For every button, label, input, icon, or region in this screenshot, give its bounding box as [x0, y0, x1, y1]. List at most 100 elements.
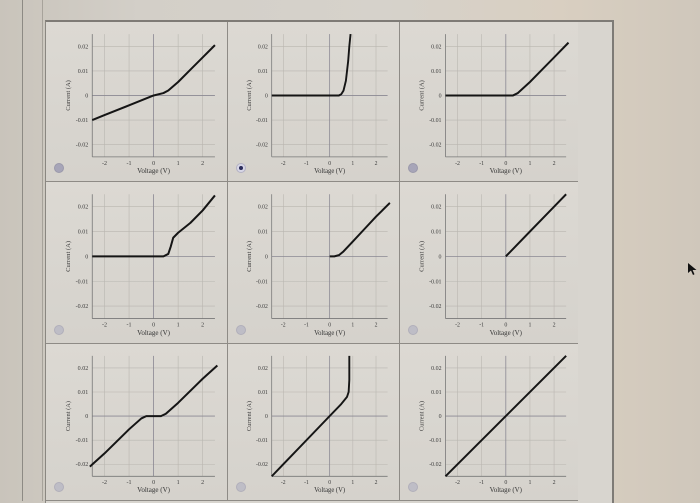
y-tick-label: 0.02: [431, 366, 441, 372]
y-tick-label: -0.02: [256, 462, 268, 468]
iv-chart: 0.02 0.01 0 -0.01 -0.02 -2 -1 0 1 2 Voltage (V) Cur…: [419, 34, 570, 175]
y-tick-label: -0.01: [256, 279, 268, 285]
iv-curve: [89, 364, 219, 468]
y-axis-label: Current (A): [419, 401, 426, 431]
x-tick-label: 1: [351, 480, 354, 486]
answer-option-8[interactable]: 0.02 0.01 0 -0.01 -0.02 -2 -1 0 1 2 Voltage (V) Cur…: [228, 344, 400, 501]
x-axis-label: Voltage (V): [490, 167, 523, 175]
iv-curve: [271, 33, 352, 97]
y-tick-label: -0.01: [256, 438, 268, 444]
x-tick-label: 0: [152, 161, 155, 167]
x-tick-label: 1: [528, 161, 531, 167]
iv-curve: [445, 41, 570, 97]
x-tick-label: -2: [455, 161, 460, 167]
x-tick-label: -1: [127, 323, 132, 329]
x-tick-label: 2: [375, 480, 378, 486]
radio-button[interactable]: [236, 325, 246, 335]
x-tick-label: 0: [504, 161, 507, 167]
screen-bezel-line-inner: [42, 0, 43, 501]
x-tick-label: 0: [504, 480, 507, 486]
radio-button-selected[interactable]: [236, 163, 246, 173]
iv-chart: 0.02 0.01 0 -0.01 -0.02 -2 -1 0 1 2 Voltage (V) Cur…: [246, 194, 391, 337]
y-tick-label: -0.01: [429, 279, 441, 285]
answer-option-2[interactable]: 0.02 0.01 0 -0.01 -0.02 -2 -1 0 1 2 Voltage (V) Cur…: [228, 22, 400, 182]
radio-button[interactable]: [408, 325, 418, 335]
y-tick-label: 0.01: [78, 69, 89, 75]
y-tick-label: -0.02: [256, 304, 268, 310]
x-tick-label: 0: [152, 323, 155, 329]
y-tick-label: -0.01: [429, 438, 441, 444]
x-tick-label: -1: [479, 161, 484, 167]
y-tick-label: 0.02: [258, 366, 268, 372]
answer-option-3[interactable]: 0.02 0.01 0 -0.01 -0.02 -2 -1 0 1 2 Voltage (V) Cur…: [400, 22, 578, 182]
x-tick-label: -2: [455, 323, 460, 329]
y-axis-label: Current (A): [419, 241, 426, 272]
answer-option-7[interactable]: 0.02 0.01 0 -0.01 -0.02 -2 -1 0 1 2 Voltage (V) Cur…: [46, 344, 228, 501]
answer-options-grid: 0.02 0.01 0 -0.01 -0.02 -2 -1 0 1 2 Voltage (V) Cur…: [45, 20, 614, 503]
y-tick-label: -0.01: [76, 438, 89, 444]
x-tick-label: -1: [479, 480, 484, 486]
radio-button[interactable]: [408, 163, 418, 173]
x-tick-label: -1: [304, 323, 309, 329]
y-tick-label: 0.01: [431, 69, 441, 75]
y-tick-label: 0.01: [258, 390, 268, 396]
y-axis-label: Current (A): [246, 80, 253, 111]
x-tick-label: 2: [201, 323, 204, 329]
y-tick-label: 0.02: [258, 44, 268, 50]
y-tick-label: 0: [85, 254, 88, 260]
x-tick-label: -1: [127, 161, 132, 167]
x-tick-label: 2: [553, 161, 556, 167]
x-tick-label: -2: [455, 480, 460, 486]
y-tick-label: 0: [265, 93, 268, 99]
x-tick-label: 1: [351, 161, 354, 167]
y-tick-label: 0: [85, 93, 88, 99]
iv-chart: 0.02 0.01 0 -0.01 -0.02 -2 -1 0 1 2 Voltage (V) Cur…: [65, 194, 216, 337]
radio-button[interactable]: [54, 325, 64, 335]
iv-curve: [444, 355, 567, 478]
y-axis-label: Current (A): [246, 241, 253, 272]
x-axis-label: Voltage (V): [490, 329, 523, 337]
y-tick-label: 0: [265, 254, 268, 260]
x-tick-label: -1: [304, 161, 309, 167]
x-tick-label: -2: [281, 161, 286, 167]
y-tick-label: -0.01: [76, 279, 89, 285]
y-tick-label: 0.01: [78, 390, 89, 396]
x-tick-label: 2: [201, 161, 204, 167]
y-tick-label: -0.01: [76, 118, 89, 124]
y-tick-label: 0.02: [78, 44, 89, 50]
answer-option-6[interactable]: 0.02 0.01 0 -0.01 -0.02 -2 -1 0 1 2 Voltage (V) Cur…: [400, 182, 578, 344]
y-tick-label: 0.02: [258, 205, 268, 211]
y-tick-label: -0.01: [256, 118, 268, 124]
iv-chart: 0.02 0.01 0 -0.01 -0.02 -2 -1 0 1 2 Voltage (V) Cur…: [246, 33, 388, 175]
x-tick-label: 0: [328, 480, 331, 486]
y-tick-label: 0.02: [78, 366, 89, 372]
screen-bezel-line-left: [22, 0, 23, 501]
x-tick-label: 2: [375, 323, 378, 329]
iv-curve: [505, 193, 567, 258]
radio-button[interactable]: [54, 163, 64, 173]
iv-chart: 0.02 0.01 0 -0.01 -0.02 -2 -1 0 1 2 Voltage (V) Cur…: [65, 355, 219, 494]
answer-option-4[interactable]: 0.02 0.01 0 -0.01 -0.02 -2 -1 0 1 2 Voltage (V) Cur…: [46, 182, 228, 344]
x-tick-label: 0: [328, 323, 331, 329]
answer-option-1[interactable]: 0.02 0.01 0 -0.01 -0.02 -2 -1 0 1 2 Voltage (V) Cur…: [46, 22, 228, 182]
x-tick-label: 2: [375, 161, 378, 167]
x-tick-label: -2: [102, 323, 107, 329]
y-tick-label: -0.01: [429, 118, 441, 124]
y-tick-label: 0.01: [78, 230, 89, 236]
radio-button[interactable]: [236, 482, 246, 492]
x-tick-label: 1: [177, 161, 180, 167]
x-axis-label: Voltage (V): [137, 486, 171, 494]
answer-option-9[interactable]: 0.02 0.01 0 -0.01 -0.02 -2 -1 0 1 2 Voltage (V) Cur…: [400, 344, 578, 501]
x-tick-label: -2: [102, 480, 107, 486]
answer-option-5[interactable]: 0.02 0.01 0 -0.01 -0.02 -2 -1 0 1 2 Voltage (V) Cur…: [228, 182, 400, 344]
x-tick-label: 2: [201, 480, 204, 486]
x-tick-label: -1: [304, 480, 309, 486]
radio-button[interactable]: [408, 482, 418, 492]
y-axis-label: Current (A): [65, 241, 72, 272]
radio-button[interactable]: [54, 482, 64, 492]
iv-curve: [329, 202, 391, 258]
y-tick-label: 0.02: [431, 44, 441, 50]
x-axis-label: Voltage (V): [137, 167, 171, 175]
x-tick-label: 2: [553, 480, 556, 486]
y-tick-label: -0.02: [429, 143, 441, 149]
